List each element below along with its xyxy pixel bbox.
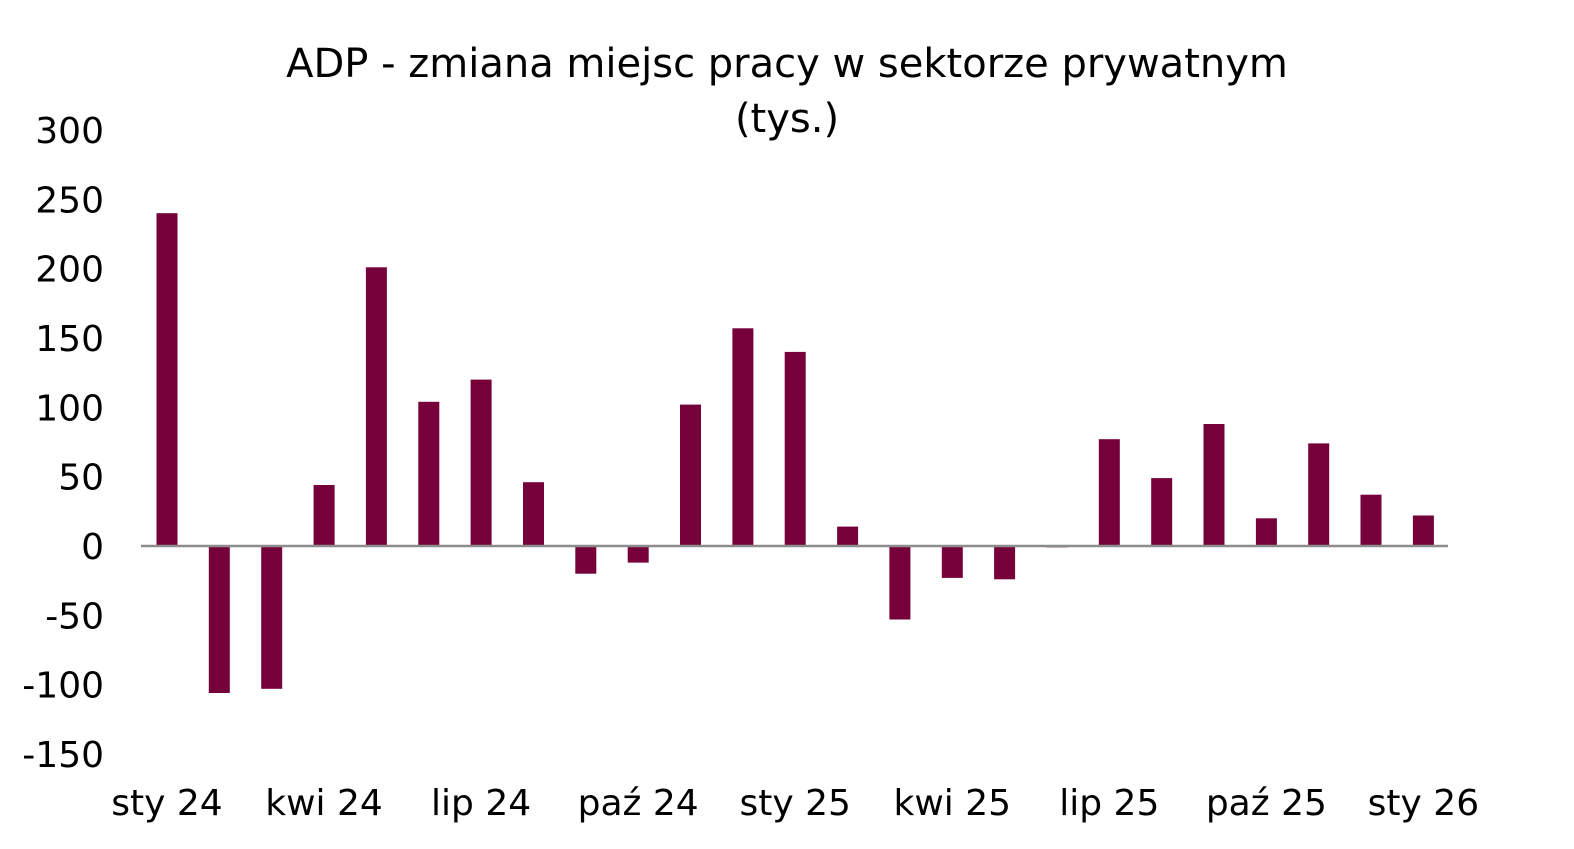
bar (313, 485, 335, 546)
chart-title-line2: (tys.) (734, 96, 840, 142)
bar (837, 526, 859, 546)
bar (941, 546, 963, 578)
y-tick-label: 100 (35, 388, 104, 429)
x-tick-label: kwi 25 (893, 783, 1011, 824)
bar (627, 546, 649, 563)
bar (732, 328, 754, 546)
chart-title-line1: ADP - zmiana miejsc pracy w sektorze pry… (286, 41, 1288, 87)
x-tick-label: paź 24 (578, 783, 699, 824)
bar (1098, 439, 1120, 546)
y-tick-label: 0 (81, 527, 104, 568)
x-tick-label: paź 25 (1206, 783, 1327, 824)
x-tick-label: sty 24 (111, 783, 222, 824)
bar (261, 546, 283, 689)
x-tick-label: lip 24 (431, 783, 531, 824)
bar (889, 546, 911, 620)
y-tick-label: -100 (22, 666, 104, 707)
bar (470, 379, 492, 546)
bar (784, 351, 806, 546)
y-tick-label: -150 (22, 735, 104, 776)
x-tick-label: sty 26 (1368, 783, 1479, 824)
bar (575, 546, 597, 574)
bar (1308, 443, 1330, 546)
y-tick-label: 250 (35, 180, 104, 221)
y-tick-label: 150 (35, 319, 104, 360)
bar (1412, 515, 1434, 546)
y-tick-label: -50 (45, 596, 104, 637)
x-tick-label: sty 25 (739, 783, 850, 824)
bar (1255, 518, 1277, 546)
bar (680, 404, 701, 546)
y-tick-label: 50 (58, 458, 104, 499)
bar (365, 267, 387, 546)
bar (1360, 494, 1382, 546)
bar (523, 482, 544, 546)
x-tick-label: lip 25 (1059, 783, 1159, 824)
bar (1151, 478, 1173, 546)
x-tick-label: kwi 24 (265, 783, 383, 824)
y-tick-label: 200 (35, 250, 104, 291)
bar (156, 213, 178, 546)
bar (208, 546, 230, 693)
bar (994, 546, 1016, 580)
bar (1203, 424, 1225, 546)
y-tick-label: 300 (35, 111, 104, 152)
bar (418, 401, 440, 546)
